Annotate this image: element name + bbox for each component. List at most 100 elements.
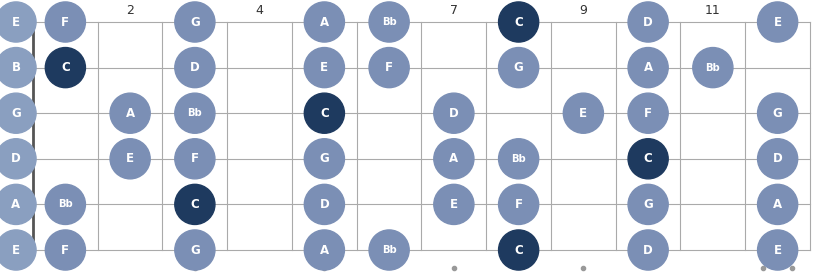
Ellipse shape: [433, 139, 474, 179]
Text: 4: 4: [255, 4, 264, 17]
Text: 6: 6: [385, 4, 393, 17]
Ellipse shape: [757, 139, 798, 179]
Ellipse shape: [175, 48, 215, 88]
Ellipse shape: [628, 2, 668, 42]
Ellipse shape: [304, 48, 344, 88]
Text: E: E: [321, 61, 329, 74]
Text: A: A: [644, 61, 653, 74]
Ellipse shape: [304, 2, 344, 42]
Text: 9: 9: [579, 4, 588, 17]
Ellipse shape: [0, 139, 36, 179]
Text: C: C: [514, 244, 523, 256]
Ellipse shape: [45, 2, 86, 42]
Text: D: D: [773, 152, 783, 165]
Text: 1: 1: [62, 4, 69, 17]
Text: 7: 7: [450, 4, 458, 17]
Ellipse shape: [433, 184, 474, 225]
Ellipse shape: [499, 184, 539, 225]
Text: G: G: [644, 198, 653, 211]
Ellipse shape: [304, 184, 344, 225]
Ellipse shape: [0, 93, 36, 133]
Ellipse shape: [564, 93, 603, 133]
Text: A: A: [12, 198, 21, 211]
Ellipse shape: [369, 2, 410, 42]
Ellipse shape: [304, 93, 344, 133]
Text: G: G: [773, 107, 783, 120]
Ellipse shape: [0, 184, 36, 225]
Text: Bb: Bb: [188, 108, 202, 118]
Ellipse shape: [0, 230, 36, 270]
Text: A: A: [320, 244, 329, 256]
Text: E: E: [126, 152, 134, 165]
Text: D: D: [644, 15, 653, 29]
Text: A: A: [320, 15, 329, 29]
Ellipse shape: [110, 139, 150, 179]
Text: 10: 10: [640, 4, 656, 17]
Ellipse shape: [304, 139, 344, 179]
Text: 12: 12: [770, 4, 785, 17]
Text: 8: 8: [515, 4, 522, 17]
Ellipse shape: [175, 230, 215, 270]
Text: A: A: [449, 152, 458, 165]
Ellipse shape: [369, 230, 410, 270]
Text: E: E: [774, 244, 782, 256]
Text: F: F: [515, 198, 522, 211]
Text: Bb: Bb: [58, 199, 73, 209]
Ellipse shape: [499, 230, 539, 270]
Text: 3: 3: [191, 4, 199, 17]
Text: F: F: [644, 107, 652, 120]
Ellipse shape: [110, 93, 150, 133]
Text: E: E: [579, 107, 588, 120]
Text: C: C: [514, 15, 523, 29]
Ellipse shape: [628, 93, 668, 133]
Ellipse shape: [45, 48, 86, 88]
Text: G: G: [513, 61, 523, 74]
Text: B: B: [12, 61, 21, 74]
Text: D: D: [190, 61, 199, 74]
Ellipse shape: [499, 139, 539, 179]
Ellipse shape: [757, 2, 798, 42]
Ellipse shape: [757, 184, 798, 225]
Text: Bb: Bb: [705, 63, 720, 73]
Text: C: C: [61, 61, 70, 74]
Text: 11: 11: [705, 4, 721, 17]
Text: D: D: [320, 198, 330, 211]
Ellipse shape: [628, 48, 668, 88]
Ellipse shape: [628, 184, 668, 225]
Ellipse shape: [628, 139, 668, 179]
Text: A: A: [125, 107, 134, 120]
Text: F: F: [385, 61, 393, 74]
Text: F: F: [191, 152, 199, 165]
Text: G: G: [190, 15, 199, 29]
Text: C: C: [190, 198, 199, 211]
Ellipse shape: [175, 184, 215, 225]
Text: Bb: Bb: [382, 17, 396, 27]
Ellipse shape: [499, 48, 539, 88]
Ellipse shape: [757, 230, 798, 270]
Text: G: G: [190, 244, 199, 256]
Ellipse shape: [433, 93, 474, 133]
Ellipse shape: [304, 230, 344, 270]
Text: 2: 2: [126, 4, 134, 17]
Text: G: G: [12, 107, 21, 120]
Text: Bb: Bb: [382, 245, 396, 255]
Text: 5: 5: [321, 4, 329, 17]
Text: C: C: [644, 152, 653, 165]
Text: G: G: [320, 152, 330, 165]
Ellipse shape: [693, 48, 733, 88]
Text: A: A: [773, 198, 782, 211]
Text: F: F: [61, 15, 69, 29]
Text: F: F: [61, 244, 69, 256]
Text: D: D: [449, 107, 459, 120]
Text: E: E: [450, 198, 458, 211]
Text: E: E: [774, 15, 782, 29]
Ellipse shape: [369, 48, 410, 88]
Ellipse shape: [175, 139, 215, 179]
Ellipse shape: [45, 184, 86, 225]
Ellipse shape: [757, 93, 798, 133]
Ellipse shape: [0, 2, 36, 42]
Ellipse shape: [0, 48, 36, 88]
Ellipse shape: [175, 93, 215, 133]
Text: D: D: [12, 152, 21, 165]
Text: C: C: [320, 107, 329, 120]
